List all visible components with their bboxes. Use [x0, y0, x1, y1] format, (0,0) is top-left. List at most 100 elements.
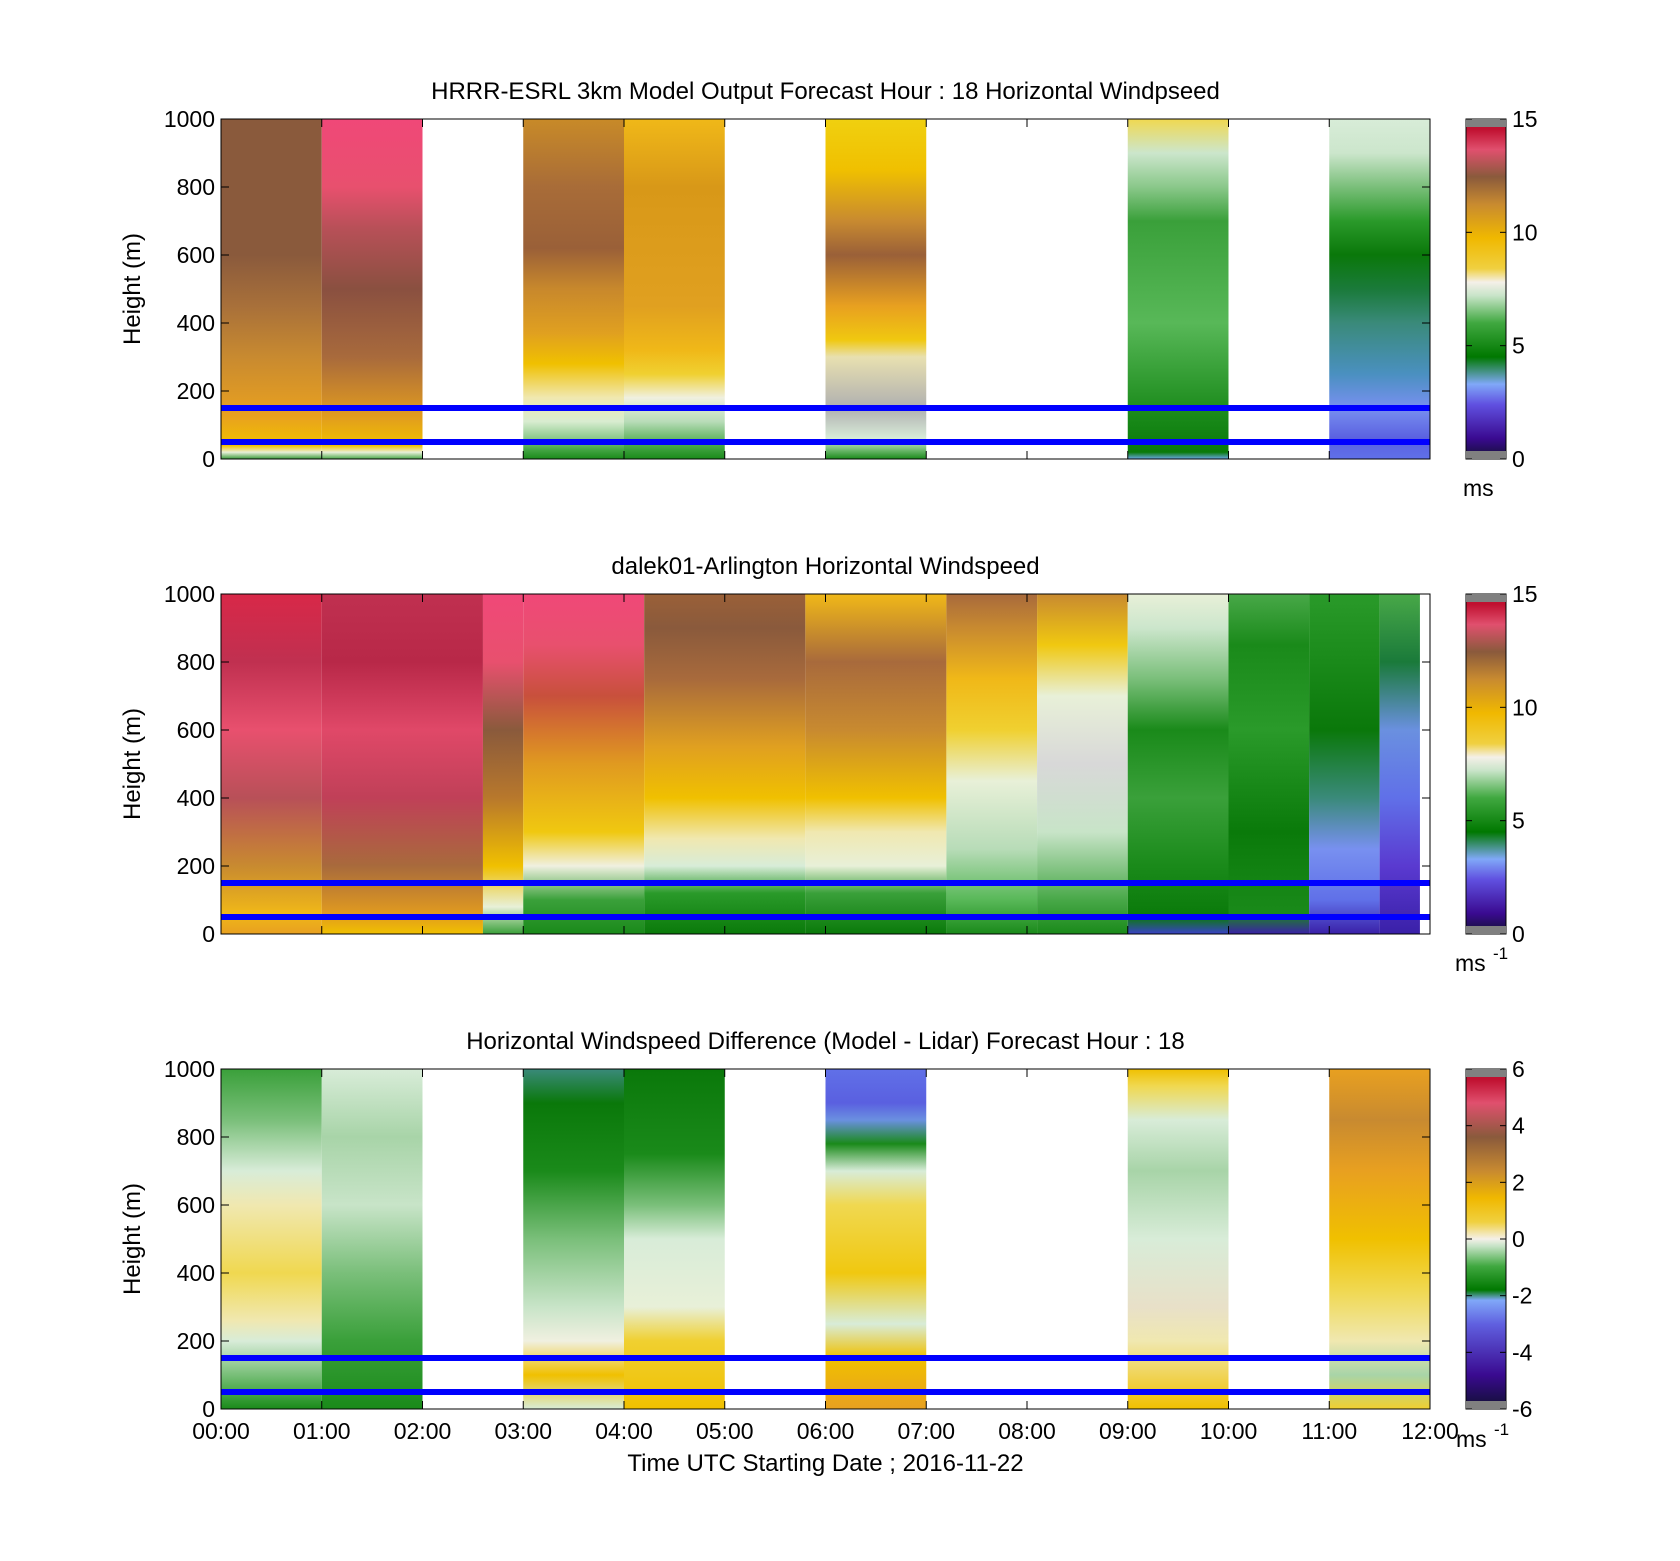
y-tick-label: 400 [177, 1260, 215, 1286]
y-tick-label: 0 [202, 446, 215, 472]
chart-title: dalek01-Arlington Horizontal Windspeed [611, 553, 1039, 580]
colorbar-tick-label: 15 [1512, 106, 1538, 132]
x-tick-label: 10:00 [1200, 1418, 1258, 1444]
panel-1: 0 200 400 600 800 1000 HRRR-ESRL 3km Model Out… [119, 78, 1538, 501]
colorbar-unit: ms [1463, 475, 1494, 501]
heatmap-column [1037, 594, 1128, 934]
x-tick-label: 09:00 [1099, 1418, 1157, 1444]
panel-2: 0 200 400 600 800 1000 dalek01-Arlington Horiz… [119, 553, 1538, 976]
heatmap-column [221, 1069, 322, 1409]
colorbar-tick-label: 2 [1512, 1169, 1525, 1195]
colorbar-unit-exponent: -1 [1493, 944, 1508, 963]
y-tick-label: 600 [177, 1192, 215, 1218]
y-tick-label: 600 [177, 242, 215, 268]
heatmap-column [1127, 1069, 1229, 1409]
colorbar-cap [1466, 1069, 1506, 1077]
y-axis-label: Height (m) [119, 233, 146, 345]
y-tick-label: 0 [202, 921, 215, 947]
x-axis-label: Time UTC Starting Date ; 2016-11-22 [627, 1450, 1023, 1477]
heatmap-column [1379, 594, 1420, 934]
heatmap-column [221, 594, 322, 934]
colorbar-tick-label: 5 [1512, 808, 1525, 834]
heatmap-column [1127, 119, 1229, 459]
y-tick-label: 200 [177, 1328, 215, 1354]
y-tick-label: 200 [177, 378, 215, 404]
heatmap-column [825, 1069, 927, 1409]
heatmap-column [624, 119, 725, 459]
heatmap-column [321, 594, 483, 934]
colorbar-cap [1466, 119, 1506, 127]
colorbar-tick-label: -4 [1512, 1339, 1533, 1365]
heatmap-column [221, 119, 322, 459]
heatmap-column [1329, 119, 1430, 459]
heatmap-column [1309, 594, 1380, 934]
colorbar-tick-label: 0 [1512, 921, 1525, 947]
colorbar-tick-label: 5 [1512, 333, 1525, 359]
y-tick-label: 800 [177, 649, 215, 675]
x-tick-label: 05:00 [696, 1418, 754, 1444]
x-tick-label: 01:00 [293, 1418, 351, 1444]
heatmap-column [523, 119, 624, 459]
colorbar-tick-label: 10 [1512, 219, 1538, 245]
heatmap-column [1127, 594, 1229, 934]
heatmap-column [1329, 1069, 1430, 1409]
x-tick-label: 08:00 [998, 1418, 1056, 1444]
y-tick-label: 1000 [164, 1056, 215, 1082]
y-tick-label: 200 [177, 853, 215, 879]
chart-title: Horizontal Windspeed Difference (Model -… [466, 1028, 1185, 1055]
colorbar-cap [1466, 451, 1506, 459]
y-tick-label: 400 [177, 785, 215, 811]
colorbar-tick-label: 0 [1512, 1226, 1525, 1252]
colorbar: 0 5 10 15 ms [1463, 106, 1538, 501]
colorbar-tick-label: -6 [1512, 1396, 1532, 1422]
colorbar-scale [1465, 593, 1507, 935]
y-tick-label: 800 [177, 174, 215, 200]
heatmap-column [321, 1069, 423, 1409]
colorbar-tick-label: 10 [1512, 694, 1538, 720]
colorbar: 0 5 10 15 ms -1 [1455, 581, 1538, 976]
y-axis-label: Height (m) [119, 708, 146, 820]
x-tick-label: 07:00 [897, 1418, 955, 1444]
y-tick-label: 600 [177, 717, 215, 743]
colorbar-cap [1466, 1401, 1506, 1409]
x-tick-label: 03:00 [494, 1418, 552, 1444]
y-tick-label: 1000 [164, 106, 215, 132]
heatmap-column [1228, 594, 1310, 934]
heatmap-column [624, 1069, 725, 1409]
heatmap-column [644, 594, 806, 934]
heatmap-column [482, 594, 524, 934]
colorbar-tick-label: 4 [1512, 1113, 1525, 1139]
colorbar-tick-label: 6 [1512, 1056, 1525, 1082]
y-axis-label: Height (m) [119, 1183, 146, 1295]
heatmap-column [523, 594, 645, 934]
colorbar-scale [1465, 118, 1507, 460]
x-tick-label: 02:00 [394, 1418, 452, 1444]
y-tick-label: 1000 [164, 581, 215, 607]
y-tick-label: 400 [177, 310, 215, 336]
colorbar-scale [1465, 1068, 1507, 1410]
colorbar-unit-exponent: -1 [1494, 1420, 1509, 1439]
x-tick-label: 12:00 [1401, 1418, 1459, 1444]
heatmap-column [805, 594, 947, 934]
heatmap-column [946, 594, 1038, 934]
x-tick-label: 11:00 [1301, 1418, 1357, 1444]
x-tick-label: 06:00 [797, 1418, 855, 1444]
heatmap-column [825, 119, 927, 459]
colorbar-unit: ms [1456, 1426, 1487, 1452]
heatmap-column [321, 119, 423, 459]
colorbar: -6 -4 -2 0 2 4 6 ms -1 [1456, 1056, 1533, 1452]
colorbar-cap [1466, 926, 1506, 934]
colorbar-cap [1466, 594, 1506, 602]
x-tick-label: 00:00 [192, 1418, 250, 1444]
y-tick-label: 0 [202, 1396, 215, 1422]
heatmap-column [523, 1069, 624, 1409]
colorbar-tick-label: -2 [1512, 1283, 1532, 1309]
x-tick-label: 04:00 [595, 1418, 653, 1444]
colorbar-tick-label: 15 [1512, 581, 1538, 607]
panel-3: 00:00 01:00 02:00 03:00 04:00 05:00 06:00 07:00… [119, 1028, 1533, 1452]
chart-title: HRRR-ESRL 3km Model Output Forecast Hour… [431, 78, 1220, 105]
colorbar-tick-label: 0 [1512, 446, 1525, 472]
y-tick-label: 800 [177, 1124, 215, 1150]
colorbar-unit: ms [1455, 950, 1486, 976]
